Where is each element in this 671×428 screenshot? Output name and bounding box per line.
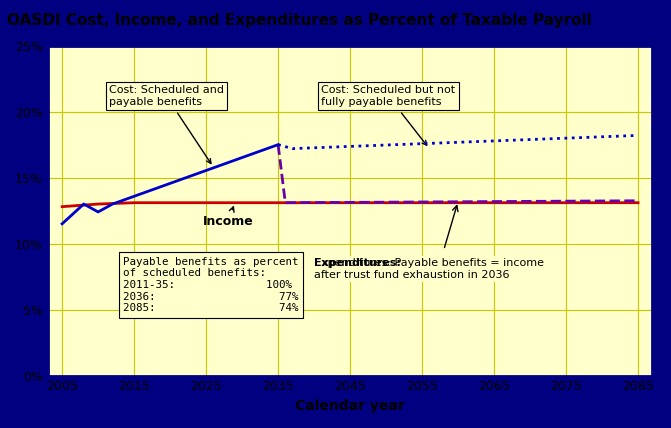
Text: Expenditures:: Expenditures: (314, 258, 401, 268)
Text: Cost: Scheduled but not
fully payable benefits: Cost: Scheduled but not fully payable be… (321, 86, 456, 145)
Text: Payable benefits as percent
of scheduled benefits:
2011-35:              100%
20: Payable benefits as percent of scheduled… (123, 257, 299, 313)
Text: Expenditures: Payable benefits = income
after trust fund exhaustion in 2036: Expenditures: Payable benefits = income … (314, 258, 544, 280)
Text: Cost: Scheduled and
payable benefits: Cost: Scheduled and payable benefits (109, 86, 224, 163)
X-axis label: Calendar year: Calendar year (295, 399, 405, 413)
Text: Income: Income (203, 207, 253, 228)
Text: OASDI Cost, Income, and Expenditures as Percent of Taxable Payroll: OASDI Cost, Income, and Expenditures as … (7, 13, 591, 28)
